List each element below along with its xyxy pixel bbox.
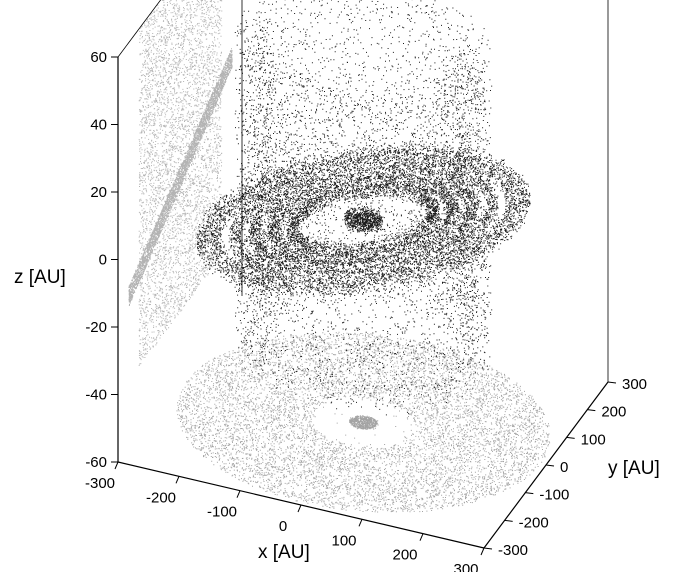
x-tick-label-1: -200 <box>146 489 176 506</box>
x-tick-4 <box>358 519 363 527</box>
x-tick-5 <box>419 533 424 541</box>
x-tick-label-6: 300 <box>453 561 478 572</box>
projection-points <box>128 0 551 513</box>
z-tick-label-4: 20 <box>90 184 107 201</box>
axis-tick-labels: -300-200-1000100200300-300-200-100010020… <box>85 49 647 572</box>
x-axis-label: x [AU] <box>258 542 310 563</box>
x-tick-6 <box>480 547 485 556</box>
z-tick-label-6: 60 <box>90 49 107 66</box>
x-tick-label-2: -100 <box>207 504 237 521</box>
y-tick-label-6: 300 <box>622 376 647 393</box>
y-axis-label: y [AU] <box>608 458 660 479</box>
x-tick-2 <box>236 490 241 498</box>
z-tick-label-3: 0 <box>99 252 107 269</box>
z-tick-label-2: -20 <box>85 319 107 336</box>
x-tick-0 <box>114 461 119 470</box>
particle-points <box>196 0 531 416</box>
y-tick-4 <box>566 436 575 439</box>
y-tick-5 <box>587 409 596 412</box>
y-tick-1 <box>504 519 513 522</box>
y-tick-label-5: 200 <box>601 404 626 421</box>
x-tick-label-5: 200 <box>392 547 417 564</box>
y-tick-6 <box>607 381 617 384</box>
z-tick-label-5: 40 <box>90 117 107 134</box>
proj-yz-points <box>128 0 233 366</box>
y-tick-label-0: -300 <box>498 542 528 559</box>
z-tick-label-1: -40 <box>85 387 107 404</box>
box-edge-top-left <box>117 0 162 58</box>
y-tick-0 <box>483 547 493 550</box>
y-tick-label-3: 0 <box>560 459 568 476</box>
y-tick-3 <box>545 464 555 467</box>
proj-xy-points <box>176 331 551 513</box>
y-tick-label-4: 100 <box>581 431 606 448</box>
x-tick-label-3: 0 <box>279 518 287 535</box>
z-tick-label-0: -60 <box>85 454 107 471</box>
y-tick-2 <box>525 492 534 495</box>
x-tick-label-0: -300 <box>85 475 115 492</box>
axis-box <box>117 0 609 549</box>
x-tick-3 <box>297 504 302 513</box>
y-tick-label-2: -100 <box>539 487 569 504</box>
x-tick-label-4: 100 <box>331 532 356 549</box>
x-tick-1 <box>175 476 180 484</box>
y-tick-label-1: -200 <box>519 514 549 531</box>
z-axis-label: z [AU] <box>14 267 66 288</box>
particle-cloud-points <box>196 0 531 416</box>
axis-ticks <box>111 56 617 556</box>
